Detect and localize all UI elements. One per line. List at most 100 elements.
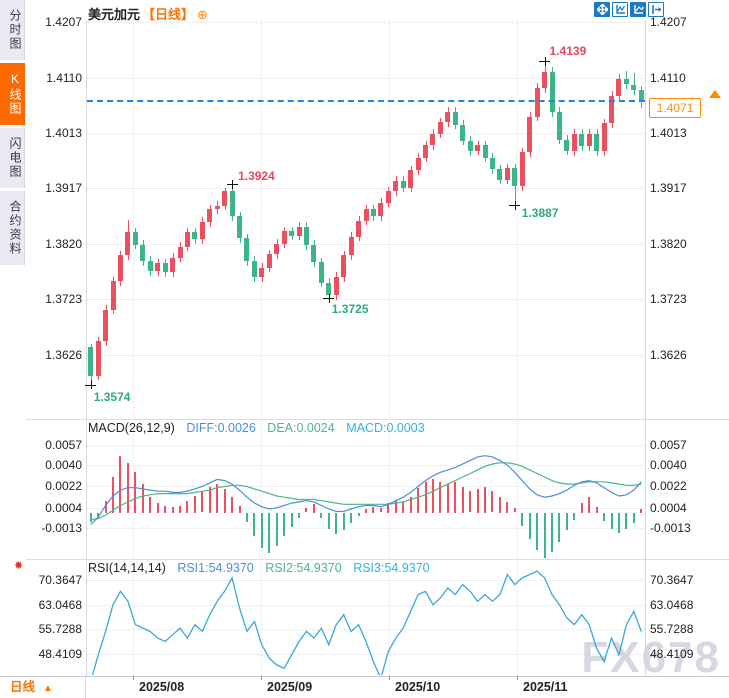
macd-diff-value: DIFF:0.0026 xyxy=(186,421,256,435)
macd-histogram-bar xyxy=(320,512,322,519)
macd-histogram-bar xyxy=(164,505,166,513)
main-axis-label: 1.4013 xyxy=(45,126,82,140)
macd-dea-value: DEA:0.0024 xyxy=(267,421,335,435)
candle xyxy=(326,282,331,296)
month-label: 2025/09 xyxy=(267,680,313,694)
candle xyxy=(616,78,621,96)
candle xyxy=(520,152,525,187)
macd-histogram-bar xyxy=(283,512,285,537)
candle xyxy=(319,262,324,283)
macd-histogram-bar xyxy=(328,512,330,530)
macd-histogram-bar xyxy=(596,506,598,513)
candle xyxy=(535,87,540,117)
macd-histogram-bar xyxy=(358,512,360,517)
period-selector-label: 日线 xyxy=(10,680,36,694)
candle xyxy=(639,90,644,100)
rsi-axis-label: 63.0468 xyxy=(650,598,694,612)
candle xyxy=(88,346,93,376)
macd-histogram-bar xyxy=(402,501,404,513)
main-axis-label: 1.3820 xyxy=(45,237,82,251)
axis-zoom-icon[interactable] xyxy=(612,2,628,17)
rsi-axis-label: 55.7288 xyxy=(38,622,82,636)
macd-histogram-bar xyxy=(253,512,255,537)
sidebar-tab-2[interactable]: K线图 xyxy=(0,63,25,125)
sidebar-tab-1[interactable]: 分时图 xyxy=(0,0,25,60)
candle xyxy=(430,133,435,146)
rsi-gridline xyxy=(87,654,645,655)
macd-histogram-bar xyxy=(625,512,627,530)
sidebar-tab-3[interactable]: 闪电图 xyxy=(0,128,25,188)
macd-histogram-bar xyxy=(454,481,456,513)
candle xyxy=(602,123,607,151)
period-up-arrow-icon: ▲ xyxy=(43,683,53,694)
macd-lines-layer xyxy=(90,455,642,525)
macd-histogram-bar xyxy=(432,479,434,513)
rsi-axis-label: 70.3647 xyxy=(650,573,694,587)
rsi-gridline xyxy=(87,580,645,581)
macd-gridline xyxy=(87,486,645,487)
main-axis-label: 1.4207 xyxy=(650,15,687,29)
macd-histogram-bar xyxy=(112,477,114,513)
candle xyxy=(594,133,599,151)
rsi-gridline xyxy=(87,605,645,606)
candle xyxy=(378,202,383,217)
macd-gridline xyxy=(87,445,645,446)
candle xyxy=(289,231,294,236)
month-label: 2025/11 xyxy=(523,680,568,694)
macd-histogram-bar xyxy=(469,491,471,513)
month-gridline xyxy=(133,20,134,676)
main-gridline xyxy=(87,22,645,23)
candle xyxy=(311,244,316,263)
macd-histogram-bar xyxy=(514,507,516,513)
candle xyxy=(222,191,227,206)
macd-histogram-bar xyxy=(618,512,620,533)
candle xyxy=(185,232,190,247)
candle xyxy=(624,78,629,85)
candle xyxy=(572,133,577,151)
candle xyxy=(341,255,346,278)
price-up-arrow-icon xyxy=(709,90,721,98)
candle xyxy=(579,133,584,147)
price-marker-cross xyxy=(232,179,234,189)
candle xyxy=(527,116,532,153)
candle xyxy=(259,267,264,278)
plot-left-border xyxy=(86,20,87,676)
macd-histogram-bar xyxy=(261,512,263,549)
rsi-divider xyxy=(26,559,729,560)
candle xyxy=(631,84,636,91)
month-label: 2025/08 xyxy=(139,680,185,694)
macd-histogram-bar xyxy=(186,500,188,513)
macd-histogram-bar xyxy=(491,491,493,513)
axis-scale-icon[interactable] xyxy=(630,2,646,17)
main-axis-label: 1.3626 xyxy=(650,348,687,362)
main-axis-label: 1.3917 xyxy=(650,181,687,195)
candle xyxy=(334,277,339,296)
macd-macd-value: MACD:0.0003 xyxy=(346,421,425,435)
price-annotation: 1.3887 xyxy=(521,206,559,221)
candle xyxy=(170,257,175,273)
main-gridline xyxy=(87,188,645,189)
period-selector[interactable]: 日线 ▲ xyxy=(0,677,86,698)
candle xyxy=(103,309,108,342)
macd-histogram-bar xyxy=(149,497,151,513)
candle xyxy=(497,169,502,180)
price-marker-cross xyxy=(544,56,546,66)
rsi-header: RSI(14,14,14) RSI1:54.9370 RSI2:54.9370 … xyxy=(88,561,430,575)
sidebar-tab-4[interactable]: 合约资料 xyxy=(0,191,25,265)
chart-title-bar: 美元加元 【日线】 ⊕ xyxy=(88,4,208,23)
current-price-line xyxy=(87,100,645,102)
macd-histogram-bar xyxy=(313,504,315,513)
add-indicator-icon[interactable]: ⊕ xyxy=(197,7,208,22)
candle xyxy=(423,145,428,158)
macd-histogram-bar xyxy=(172,506,174,513)
candle xyxy=(125,232,130,256)
macd-histogram-bar xyxy=(209,486,211,513)
rsi3-value: RSI3:54.9370 xyxy=(353,561,430,575)
exit-chart-icon[interactable] xyxy=(648,2,664,17)
pan-tool-icon[interactable] xyxy=(594,2,610,17)
candle xyxy=(542,71,547,88)
macd-histogram-bar xyxy=(439,481,441,513)
candle xyxy=(438,122,443,134)
rsi-axis-label: 48.4109 xyxy=(38,647,82,661)
